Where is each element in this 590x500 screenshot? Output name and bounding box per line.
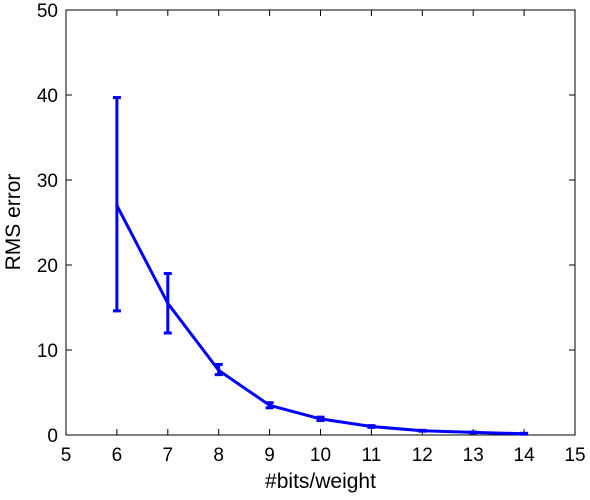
axis-ticks (65, 9, 576, 436)
x-tick-label: 8 (213, 445, 224, 466)
x-tick-label: 11 (362, 445, 382, 466)
y-tick-label: 30 (37, 171, 58, 192)
y-tick-label: 20 (37, 256, 58, 277)
x-tick-label: 10 (310, 445, 331, 466)
x-tick-label: 13 (463, 445, 484, 466)
x-tick-label: 6 (112, 445, 123, 466)
y-tick-label: 10 (37, 341, 58, 362)
x-tick-label: 15 (564, 445, 585, 466)
x-tick-label: 9 (264, 445, 275, 466)
y-tick-label: 0 (47, 426, 58, 447)
x-tick-label: 5 (61, 445, 72, 466)
series-line (115, 204, 525, 436)
y-tick-label: 50 (37, 1, 58, 22)
axis-tick-labels: 5 6 7 8 9 10 11 12 13 14 15 0 10 20 30 40 50 (37, 1, 586, 466)
series-layer (112, 96, 529, 436)
x-axis-label: #bits/weight (265, 470, 376, 493)
y-axis-label: RMS error (2, 174, 25, 271)
x-tick-label: 14 (514, 445, 536, 466)
plot-area-frame (65, 9, 576, 436)
y-tick-label: 40 (37, 86, 58, 107)
x-tick-label: 7 (163, 445, 174, 466)
x-tick-label: 12 (412, 445, 433, 466)
